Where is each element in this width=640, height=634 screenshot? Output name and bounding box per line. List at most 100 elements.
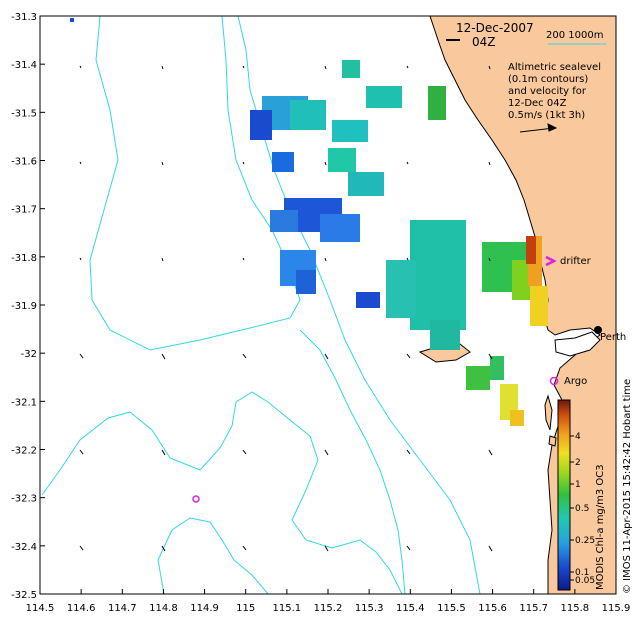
drifter-label: drifter [560,256,592,267]
velocity-arrow [242,449,247,455]
y-tick-label: -31.5 [11,108,37,119]
colorbar-tick-label: 0.25 [575,536,595,546]
velocity-arrow [242,257,245,261]
caption-line-4: 12-Dec 04Z [508,98,567,109]
x-tick-label: 114.9 [190,603,219,614]
velocity-arrow [324,161,327,166]
x-tick-label: 115.6 [478,603,507,614]
velocity-caption: Altimetric sealevel (0.1m contours) and … [508,62,601,121]
x-tick-label: 115.4 [396,603,425,614]
velocity-arrow [79,353,84,359]
velocity-arrow [161,257,164,262]
caption-line-2: (0.1m contours) [508,74,588,85]
velocity-arrow [488,353,493,360]
velocity-arrow [406,257,409,261]
velocity-arrow [324,353,329,360]
velocity-arrow [79,65,82,69]
velocity-arrow [79,545,84,551]
x-tick-label: 115.9 [602,603,631,614]
argo-marker [549,376,559,386]
velocity-arrow [242,65,245,69]
chl-pixel [70,18,74,22]
velocity-arrow [488,257,491,262]
caption-line-1: Altimetric sealevel [508,62,601,73]
caption-line-3: and velocity for [508,86,587,97]
colorbar-tick-label: 0.05 [575,576,595,586]
velocity-arrow [406,353,411,359]
y-tick-label: -32.2 [11,446,37,457]
velocity-arrow [242,545,247,551]
velocity-vectors [79,65,493,552]
colorbar-tick-label: 0.5 [575,504,589,514]
credit-label: © IMOS 11-Apr-2015 15:42:42 Hobart time [622,379,633,594]
perth-label: Perth [600,332,626,343]
y-axis: -31.3 -31.4 -31.5 -31.6 -31.7 -31.8 -31.9 -32 -3… [11,12,45,601]
y-tick-label: -31.7 [11,205,37,216]
velocity-arrow [242,353,247,359]
y-tick-label: -31.9 [11,301,37,312]
x-tick-label: 115.1 [273,603,302,614]
x-tick-label: 114.8 [149,603,178,614]
velocity-arrow [324,65,327,70]
velocity-arrow [161,449,166,456]
bathymetry-contours [41,16,481,594]
argo-marker-2 [192,495,200,503]
velocity-arrow [79,257,82,261]
y-tick-label: -31.6 [11,157,37,168]
velocity-arrow [161,65,164,70]
velocity-arrow [406,65,409,69]
estuary [554,331,601,357]
scale-label: 200 1000m [546,30,603,41]
y-tick-label: -31.4 [11,60,37,71]
velocity-arrow [488,545,493,552]
velocity-arrow [324,257,327,262]
x-tick-label: 114.6 [67,603,96,614]
y-tick-label: -32.4 [11,542,37,553]
caption-line-5: 0.5m/s (1kt 3h) [508,110,585,121]
perth-marker [594,326,602,334]
y-tick-label: -32.3 [11,494,37,505]
colorbar-tick-label: 2 [575,458,581,468]
velocity-arrow [161,161,164,166]
colorbar-ticks: 4 2 1 0.5 0.25 0.10.05 [570,432,595,586]
velocity-arrow [324,545,329,552]
x-tick-label: 114.7 [108,603,137,614]
y-tick-label: -32 [21,349,37,360]
colorbar [557,399,571,591]
velocity-arrow [406,161,409,165]
velocity-arrow [488,449,493,456]
velocity-arrow [79,161,82,165]
velocity-arrow [242,161,245,165]
x-tick-label: 115 [236,603,255,614]
y-tick-label: -31.8 [11,253,37,264]
x-tick-label: 115.8 [561,603,590,614]
velocity-arrow [488,161,491,166]
garden-island [544,394,553,431]
colorbar-title: MODIS Chl-a mg/m3 OC3 [595,464,606,590]
x-tick-label: 114.5 [26,603,55,614]
y-tick-label: -31.3 [11,12,37,23]
drifter-marker [545,255,557,267]
colorbar-tick-label: 4 [575,432,581,442]
x-tick-label: 115.2 [314,603,343,614]
date-label: 12-Dec-2007 [456,21,534,35]
velocity-arrow [406,449,411,455]
small-island [548,435,557,447]
reference-arrow [519,123,558,133]
x-tick-label: 115.7 [519,603,548,614]
x-axis: 114.5 114.6 114.7 114.8 114.9 115 115.1 115.2 11… [26,589,631,614]
time-label: 04Z [472,35,496,49]
velocity-arrow [79,449,84,455]
velocity-arrow [488,65,491,70]
velocity-arrow [324,449,329,456]
chlorophyll-patches [250,60,548,426]
y-tick-label: -32.1 [11,397,37,408]
colorbar-tick-label: 1 [575,480,581,490]
x-tick-label: 115.3 [355,603,384,614]
velocity-arrow [161,545,166,552]
velocity-arrow [406,545,411,551]
colorbar-tick-label: 0.1 [575,568,589,578]
argo-label: Argo [564,376,587,387]
